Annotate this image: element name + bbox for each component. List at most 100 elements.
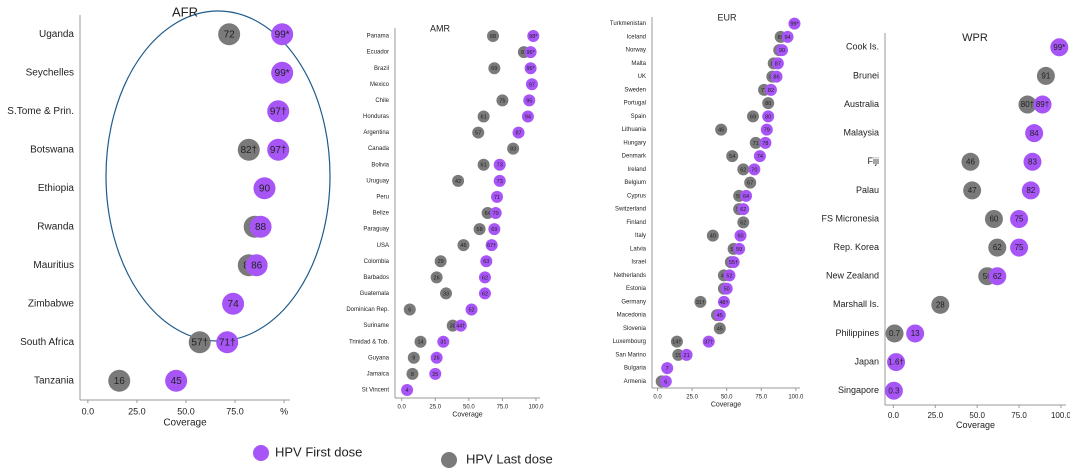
data-label: 4 (406, 388, 409, 394)
data-label: 82 (1026, 186, 1035, 195)
dot (237, 138, 260, 161)
data-label: 62 (740, 207, 746, 213)
data-label: 57† (191, 337, 208, 348)
category-label: New Zealand (826, 271, 879, 281)
category-label: Denmark (622, 154, 647, 160)
category-label: Lithuania (622, 127, 647, 133)
dot (493, 158, 506, 171)
dot (496, 94, 509, 107)
category-label: Uganda (39, 29, 74, 40)
data-label: 67† (487, 243, 496, 249)
data-label: 61 (481, 114, 487, 120)
x-tick-label: 75.0 (226, 406, 244, 416)
x-tick-label: % (280, 406, 288, 416)
category-label: Sweden (624, 87, 646, 93)
dot (661, 362, 674, 375)
category-label: Latvia (630, 246, 647, 252)
category-label: Switzerland (615, 207, 646, 213)
data-label: 31† (696, 300, 705, 306)
dot (430, 271, 443, 284)
dot (465, 303, 478, 316)
data-label: 14 (417, 340, 423, 346)
data-label: 99* (790, 22, 799, 28)
data-label: 71† (219, 337, 236, 348)
category-label: Brazil (374, 66, 389, 72)
category-label: Mauritius (33, 260, 74, 271)
category-label: FS Micronesia (821, 213, 879, 223)
data-label: 7 (666, 366, 669, 372)
dot (717, 295, 730, 308)
dot (165, 369, 188, 392)
data-label: 71 (494, 195, 500, 201)
dot (988, 238, 1007, 257)
data-label: 1.6† (888, 358, 904, 367)
data-label: 73 (497, 163, 503, 169)
data-label: 96* (526, 50, 535, 56)
x-tick-label: 0.0 (82, 406, 95, 416)
category-label: Panama (367, 34, 390, 40)
dot (222, 292, 245, 315)
dot (727, 256, 740, 269)
category-label: Trinidad & Tob. (349, 339, 389, 345)
data-label: 37† (704, 340, 713, 346)
dot (267, 100, 290, 123)
data-label: 80 (765, 114, 771, 120)
data-label: 80 (765, 101, 771, 107)
dot (485, 239, 498, 252)
dot (437, 335, 450, 348)
x-tick-label: 50.0 (463, 405, 475, 411)
data-label: 6 (664, 379, 667, 385)
dot (762, 110, 775, 123)
category-label: Singapore (838, 385, 879, 395)
dot (452, 174, 465, 187)
dot (473, 223, 486, 236)
dot (480, 255, 493, 268)
data-label: 40 (710, 234, 716, 240)
dot (271, 61, 294, 84)
data-label: 60 (737, 234, 743, 240)
dot (440, 287, 453, 300)
data-label: 97 (529, 82, 535, 88)
data-label: 14† (672, 340, 681, 346)
data-label: 15 (675, 353, 681, 359)
data-label: 55† (729, 260, 738, 266)
x-axis-label: Coverage (711, 401, 741, 408)
data-label: 9 (412, 356, 415, 362)
dot (527, 30, 540, 43)
category-label: Finland (626, 220, 646, 226)
data-label: 59 (736, 247, 742, 253)
category-label: Cook Is. (846, 42, 879, 52)
category-label: Philippines (835, 328, 879, 338)
category-label: Suriname (363, 323, 389, 329)
data-label: 91 (521, 50, 527, 56)
data-label: 46 (460, 243, 466, 249)
category-label: South Africa (20, 337, 74, 348)
dot (885, 324, 904, 343)
category-label: Malaysia (843, 128, 879, 138)
dot (680, 348, 693, 361)
category-label: Colombia (364, 259, 390, 265)
data-label: 52 (468, 307, 474, 313)
dot (887, 353, 906, 372)
dot (454, 319, 467, 332)
legend-label: HPV First dose (275, 444, 362, 459)
data-label: 91 (1041, 72, 1050, 81)
data-label: 82† (240, 145, 257, 156)
data-label: 6 (408, 307, 411, 313)
category-label: Australia (844, 99, 879, 109)
data-label: 67 (747, 181, 753, 187)
data-label: 78 (762, 141, 768, 147)
dot (884, 381, 903, 400)
data-label: 87 (515, 131, 521, 137)
dot (733, 242, 746, 255)
dot (1033, 95, 1052, 114)
x-tick-label: 25.0 (686, 395, 698, 401)
data-label: 42 (455, 179, 461, 185)
dot (672, 348, 685, 361)
dot (430, 351, 443, 364)
dot (1023, 152, 1042, 171)
x-tick-label: 0.0 (653, 395, 662, 401)
x-tick-label: 75.0 (1011, 411, 1027, 420)
dot (723, 269, 736, 282)
data-label: 52 (726, 273, 732, 279)
